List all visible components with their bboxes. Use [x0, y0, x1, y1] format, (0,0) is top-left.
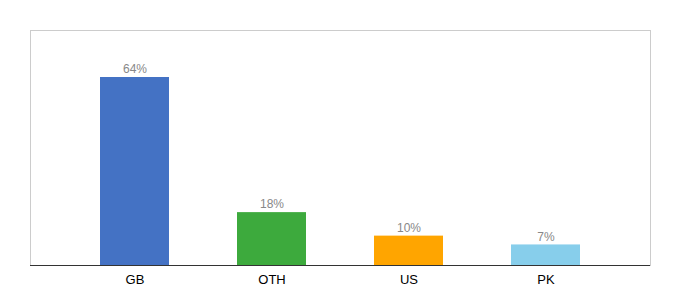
svg-text:GB: GB — [126, 272, 145, 287]
svg-text:10%: 10% — [397, 221, 421, 235]
svg-text:7%: 7% — [537, 230, 555, 244]
svg-text:US: US — [400, 272, 418, 287]
svg-text:64%: 64% — [123, 62, 147, 76]
svg-text:PK: PK — [537, 272, 555, 287]
svg-text:18%: 18% — [260, 197, 284, 211]
svg-text:OTH: OTH — [258, 272, 285, 287]
